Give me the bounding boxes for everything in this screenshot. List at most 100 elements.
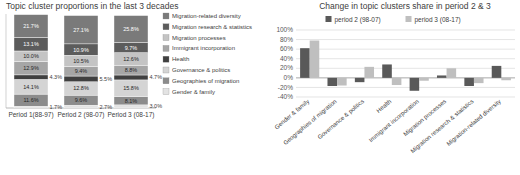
- legend-swatch: [163, 78, 169, 84]
- legend-label: Gender & family: [172, 89, 215, 95]
- bar-segment: [14, 79, 48, 94]
- x-tick-label: Geographies of migration: [282, 98, 337, 146]
- legend-label: Migration processes: [172, 35, 226, 41]
- legend-swatch: [163, 67, 169, 73]
- grid-line: [296, 39, 515, 40]
- y-tick-label: 0%: [284, 74, 294, 81]
- bar-segment: [64, 44, 98, 55]
- y-tick-label: -40%: [278, 93, 293, 100]
- y-tick-label: 100%: [276, 26, 293, 33]
- legend-label: Immigrant incorporation: [172, 45, 235, 51]
- bar: [437, 75, 447, 77]
- plot-marks: [14, 15, 148, 108]
- data-label: 8.1%: [125, 98, 138, 104]
- grid-line: [296, 97, 515, 98]
- legend: period 2 (98-07) period 3 (08-17): [326, 16, 461, 24]
- y-axis-line: [6, 14, 7, 108]
- bar-segment: [14, 75, 48, 79]
- legend-label: Governance & politics: [172, 67, 230, 73]
- bar-segment: [114, 66, 148, 75]
- bar-segment: [14, 61, 48, 74]
- x-tick-label: Migration-related diversity: [445, 98, 501, 147]
- bar: [337, 78, 347, 86]
- data-label: 3.0%: [150, 103, 163, 109]
- bar-segment: [14, 37, 48, 51]
- legend-swatch: [163, 56, 169, 62]
- bar-segment: [64, 66, 98, 76]
- bar-segment: [64, 95, 98, 105]
- bar: [474, 78, 484, 83]
- chart: Change in topic clusters share in period…: [274, 1, 515, 154]
- bar-segment: [114, 16, 148, 43]
- legend-label: Migration-related diversity: [172, 13, 241, 19]
- data-label: 9.7%: [125, 45, 138, 51]
- bar: [492, 66, 502, 78]
- data-label: 4.3%: [50, 74, 63, 80]
- data-label: 13.1%: [23, 41, 39, 47]
- chart-title: Topic cluster proportions in the last 3 …: [6, 1, 178, 11]
- bar: [327, 78, 337, 86]
- data-label: 12.9%: [23, 65, 39, 71]
- data-label: 9.4%: [75, 68, 88, 74]
- bar-segment: [64, 105, 98, 108]
- data-label: 4.7%: [150, 74, 163, 80]
- bar-segment: [114, 105, 148, 108]
- bar: [382, 64, 392, 77]
- grid-line: [296, 58, 515, 59]
- data-label: 1.7%: [50, 104, 63, 110]
- bar-segment: [14, 94, 48, 106]
- legend-swatch: [163, 13, 169, 19]
- bar-segment: [64, 16, 98, 44]
- bar: [300, 48, 310, 78]
- bar-segment: [64, 55, 98, 66]
- data-label: 10.9%: [73, 47, 89, 53]
- data-label: 11.6%: [23, 97, 38, 103]
- data-label: 21.7%: [23, 23, 39, 29]
- y-tick-label: 80%: [280, 36, 293, 43]
- data-label: 10.0%: [23, 53, 39, 59]
- y-tick-label: 40%: [280, 55, 293, 62]
- data-label: 27.1%: [73, 27, 89, 33]
- bar-segment: [64, 82, 98, 95]
- plot-marks: [300, 41, 511, 91]
- bar-segment: [114, 43, 148, 53]
- x-tick-label: Period 2 (98-07): [58, 111, 105, 119]
- bar: [355, 78, 365, 82]
- x-tick-label: Immigrant incorporation: [368, 98, 420, 143]
- x-tick-label: Period 1(88-97): [8, 111, 53, 119]
- x-tick-label: Governance & politics: [317, 98, 366, 140]
- data-label: 12.8%: [73, 85, 89, 91]
- y-tick-label: 20%: [280, 64, 293, 71]
- data-label: 9.6%: [75, 97, 88, 103]
- bar: [501, 78, 511, 80]
- bar: [447, 68, 457, 78]
- legend-label: period 3 (08-17): [415, 16, 461, 24]
- legend-label: Geographies of migration: [172, 78, 239, 84]
- legend-swatch: [163, 24, 169, 30]
- bar-segment: [114, 53, 148, 66]
- bar-segment: [14, 106, 48, 108]
- bar: [419, 78, 429, 81]
- bar-segment: [14, 51, 48, 61]
- data-label: 25.8%: [123, 26, 139, 32]
- grid-line: [296, 68, 515, 69]
- legend-label: Health: [172, 56, 189, 62]
- x-tick-label: Migration processes: [402, 98, 447, 137]
- bar: [310, 41, 320, 78]
- data-label: 15.8%: [123, 85, 139, 91]
- chart-canvas: Topic cluster proportions in the last 3 …: [0, 0, 520, 175]
- data-label: 14.1%: [23, 84, 39, 90]
- bar-segment: [14, 15, 48, 38]
- data-label: 5.5%: [100, 76, 113, 82]
- data-label: 8.8%: [125, 67, 138, 73]
- bar-segment: [114, 80, 148, 97]
- legend-swatch: [326, 16, 332, 22]
- legend-label: period 2 (98-07): [335, 16, 381, 24]
- data-label: 10.5%: [73, 58, 89, 64]
- data-label: 2.7%: [100, 104, 113, 110]
- grid-line: [296, 87, 515, 88]
- bar: [392, 78, 402, 85]
- y-tick-label: -20%: [278, 84, 293, 91]
- bar: [464, 78, 474, 86]
- labels: Gender & familyGeographies of migrationG…: [274, 98, 502, 154]
